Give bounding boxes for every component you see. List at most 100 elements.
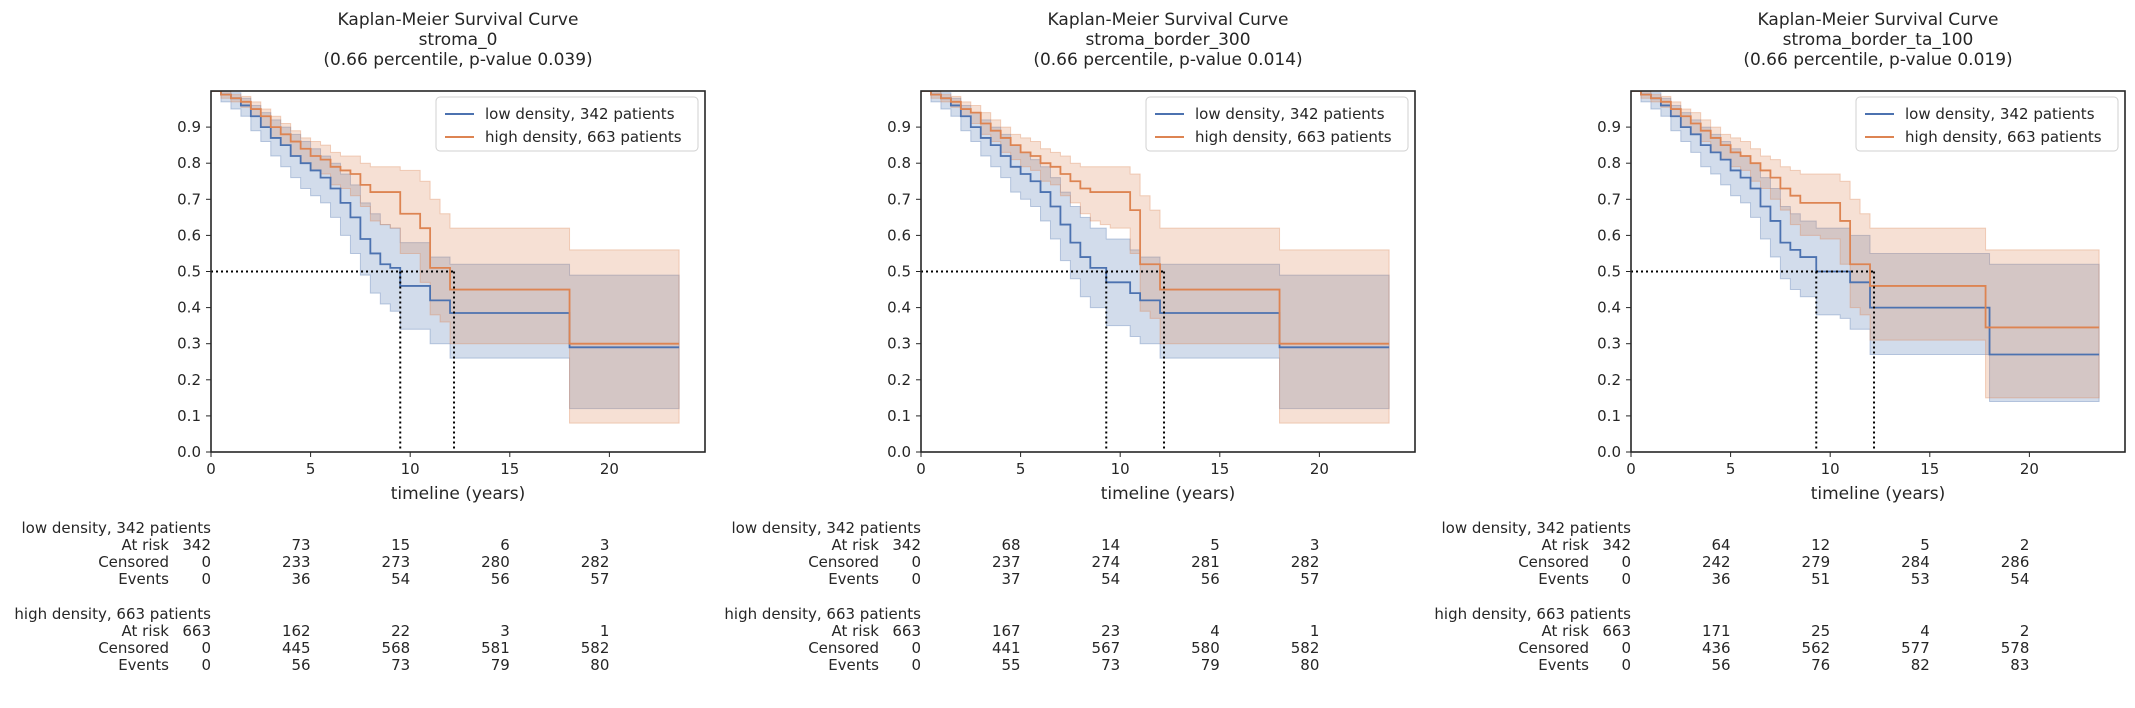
y-tick-label: 0.7: [177, 190, 201, 208]
at-risk-row-label: At risk: [1542, 536, 1590, 554]
at-risk-value: 445: [282, 639, 311, 657]
at-risk-value: 342: [1602, 536, 1631, 554]
legend-entry-0: low density, 342 patients: [485, 105, 675, 123]
at-risk-value: 53: [1911, 570, 1930, 588]
at-risk-value: 0: [911, 639, 921, 657]
at-risk-value: 79: [491, 656, 510, 674]
at-risk-value: 441: [992, 639, 1021, 657]
y-tick-label: 0.4: [1597, 299, 1621, 317]
y-tick-label: 0.3: [177, 335, 201, 353]
at-risk-value: 282: [1291, 553, 1320, 571]
y-tick-label: 0.9: [887, 118, 911, 136]
at-risk-value: 0: [201, 553, 211, 571]
legend-entry-1: high density, 663 patients: [1905, 128, 2102, 146]
at-risk-value: 5: [1920, 536, 1930, 554]
at-risk-value: 51: [1811, 570, 1830, 588]
chart-subtitle: (0.66 percentile, p-value 0.019): [1743, 50, 2012, 70]
legend-entry-0: low density, 342 patients: [1195, 105, 1385, 123]
y-tick-label: 0.5: [887, 263, 911, 281]
at-risk-value: 68: [1002, 536, 1021, 554]
at-risk-group-name-1: high density, 663 patients: [14, 605, 211, 623]
at-risk-value: 36: [1712, 570, 1731, 588]
x-tick-label: 5: [1726, 460, 1736, 478]
at-risk-value: 22: [391, 622, 410, 640]
x-tick-label: 20: [600, 460, 619, 478]
x-tick-label: 5: [1016, 460, 1026, 478]
at-risk-value: 5: [1210, 536, 1220, 554]
at-risk-value: 37: [1002, 570, 1021, 588]
legend-entry-0: low density, 342 patients: [1905, 105, 2095, 123]
at-risk-value: 73: [1101, 656, 1120, 674]
at-risk-value: 273: [382, 553, 411, 571]
y-tick-label: 0.3: [887, 335, 911, 353]
x-axis-label: timeline (years): [1101, 484, 1236, 504]
at-risk-value: 0: [1621, 656, 1631, 674]
y-tick-label: 0.6: [887, 226, 911, 244]
at-risk-row-label: Censored: [1518, 553, 1589, 571]
at-risk-row-label: Censored: [808, 553, 879, 571]
at-risk-value: 56: [1201, 570, 1220, 588]
plot-area: [211, 91, 680, 452]
at-risk-value: 581: [481, 639, 510, 657]
at-risk-row-label: Events: [1538, 656, 1589, 674]
plot-area: [1631, 91, 2100, 452]
at-risk-value: 342: [892, 536, 921, 554]
at-risk-value: 578: [2001, 639, 2030, 657]
y-tick-label: 0.7: [887, 190, 911, 208]
y-tick-label: 0.1: [887, 407, 911, 425]
at-risk-value: 282: [581, 553, 610, 571]
y-tick-label: 0.3: [1597, 335, 1621, 353]
at-risk-value: 57: [590, 570, 609, 588]
at-risk-group-name-0: low density, 342 patients: [1441, 519, 1631, 537]
at-risk-value: 436: [1702, 639, 1731, 657]
y-tick-label: 0.8: [177, 154, 201, 172]
at-risk-row-label: Censored: [1518, 639, 1589, 657]
at-risk-value: 663: [1602, 622, 1631, 640]
at-risk-row-label: Events: [1538, 570, 1589, 588]
at-risk-value: 4: [1210, 622, 1220, 640]
at-risk-value: 2: [2020, 622, 2030, 640]
y-tick-label: 0.1: [177, 407, 201, 425]
chart-subtitle: stroma_0: [419, 30, 498, 50]
at-risk-group-name-1: high density, 663 patients: [1434, 605, 1631, 623]
at-risk-value: 162: [282, 622, 311, 640]
at-risk-value: 15: [391, 536, 410, 554]
y-tick-label: 0.0: [887, 443, 911, 461]
y-tick-label: 0.9: [1597, 118, 1621, 136]
y-tick-label: 0.9: [177, 118, 201, 136]
at-risk-value: 6: [500, 536, 510, 554]
legend-box: [1145, 96, 1409, 152]
legend-entry-1: high density, 663 patients: [485, 128, 682, 146]
at-risk-row-label: Events: [828, 656, 879, 674]
at-risk-value: 73: [292, 536, 311, 554]
km-panel-2: Kaplan-Meier Survival Curvestroma_border…: [1434, 10, 2126, 674]
y-tick-label: 0.0: [1597, 443, 1621, 461]
chart-subtitle: (0.66 percentile, p-value 0.039): [323, 50, 592, 70]
legend-entry-1: high density, 663 patients: [1195, 128, 1392, 146]
at-risk-value: 280: [481, 553, 510, 571]
chart-title: Kaplan-Meier Survival Curve: [1048, 10, 1289, 30]
at-risk-value: 76: [1811, 656, 1830, 674]
at-risk-value: 1: [1310, 622, 1320, 640]
at-risk-value: 83: [2010, 656, 2029, 674]
y-tick-label: 0.5: [1597, 263, 1621, 281]
y-tick-label: 0.4: [887, 299, 911, 317]
at-risk-row-label: At risk: [122, 536, 170, 554]
at-risk-value: 56: [292, 656, 311, 674]
at-risk-value: 582: [1291, 639, 1320, 657]
at-risk-value: 54: [2010, 570, 2029, 588]
at-risk-value: 2: [2020, 536, 2030, 554]
at-risk-value: 0: [911, 570, 921, 588]
y-tick-label: 0.0: [177, 443, 201, 461]
at-risk-value: 237: [992, 553, 1021, 571]
at-risk-value: 3: [1310, 536, 1320, 554]
at-risk-row-label: At risk: [1542, 622, 1590, 640]
x-tick-label: 0: [916, 460, 926, 478]
at-risk-value: 1: [600, 622, 610, 640]
y-tick-label: 0.2: [1597, 371, 1621, 389]
at-risk-value: 171: [1702, 622, 1731, 640]
km-panel-1: Kaplan-Meier Survival Curvestroma_border…: [724, 10, 1416, 674]
